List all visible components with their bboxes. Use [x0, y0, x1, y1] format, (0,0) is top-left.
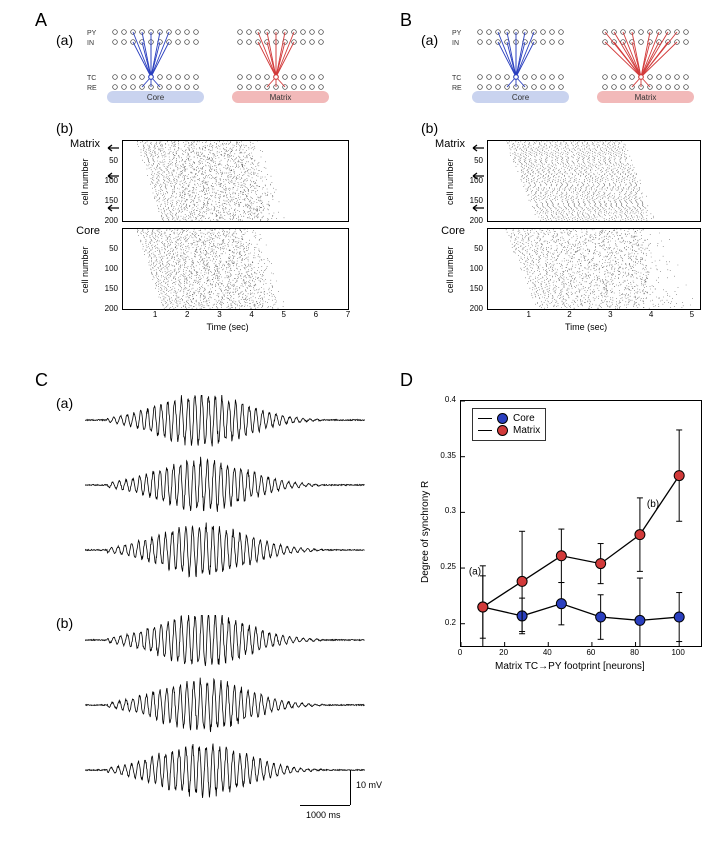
- traces-C-a: [85, 395, 365, 595]
- panel-B-letter: B: [400, 10, 412, 31]
- svg-text:Matrix: Matrix: [635, 93, 657, 102]
- svg-text:(a): (a): [469, 567, 481, 578]
- legend-core-label: Core: [513, 413, 535, 424]
- scalebar-v-label: 10 mV: [356, 780, 382, 790]
- raster-B-matrix-label: Matrix: [415, 138, 465, 150]
- svg-text:Core: Core: [512, 93, 530, 102]
- raster-A-core: [122, 228, 349, 310]
- svg-text:(b): (b): [647, 499, 659, 510]
- svg-text:Matrix: Matrix: [270, 93, 292, 102]
- network-B: PY IN TC RE Core Matrix: [450, 22, 723, 107]
- panel-C-letter: C: [35, 370, 48, 391]
- svg-text:IN: IN: [87, 40, 94, 47]
- panel-A-b-letter: (b): [56, 120, 73, 136]
- svg-text:Core: Core: [147, 93, 165, 102]
- raster-A-core-label: Core: [50, 225, 100, 237]
- svg-text:RE: RE: [87, 85, 97, 92]
- scalebar-h: [300, 805, 350, 806]
- panel-C-b-letter: (b): [56, 615, 73, 631]
- svg-text:RE: RE: [452, 85, 462, 92]
- raster-B-core-label: Core: [415, 225, 465, 237]
- svg-text:TC: TC: [452, 75, 461, 82]
- panel-C-a-letter: (a): [56, 395, 73, 411]
- panel-B-b-letter: (b): [421, 120, 438, 136]
- raster-A-matrix: [122, 140, 349, 222]
- legend-matrix-label: Matrix: [513, 425, 540, 436]
- raster-A-matrix-label: Matrix: [50, 138, 100, 150]
- raster-B-matrix: [487, 140, 701, 222]
- panel-B-a-letter: (a): [421, 32, 438, 48]
- svg-text:PY: PY: [452, 30, 462, 37]
- chart-D-legend: Core Matrix: [472, 408, 546, 441]
- raster-B-core: [487, 228, 701, 310]
- scalebar-h-label: 1000 ms: [306, 810, 341, 820]
- panel-D-letter: D: [400, 370, 413, 391]
- network-A: PY IN TC RE Core Matrix: [85, 22, 365, 107]
- scalebar-v: [350, 770, 351, 805]
- traces-C-b: [85, 615, 365, 815]
- panel-A-a-letter: (a): [56, 32, 73, 48]
- svg-text:TC: TC: [87, 75, 96, 82]
- svg-text:IN: IN: [452, 40, 459, 47]
- svg-text:PY: PY: [87, 30, 97, 37]
- panel-A-letter: A: [35, 10, 47, 31]
